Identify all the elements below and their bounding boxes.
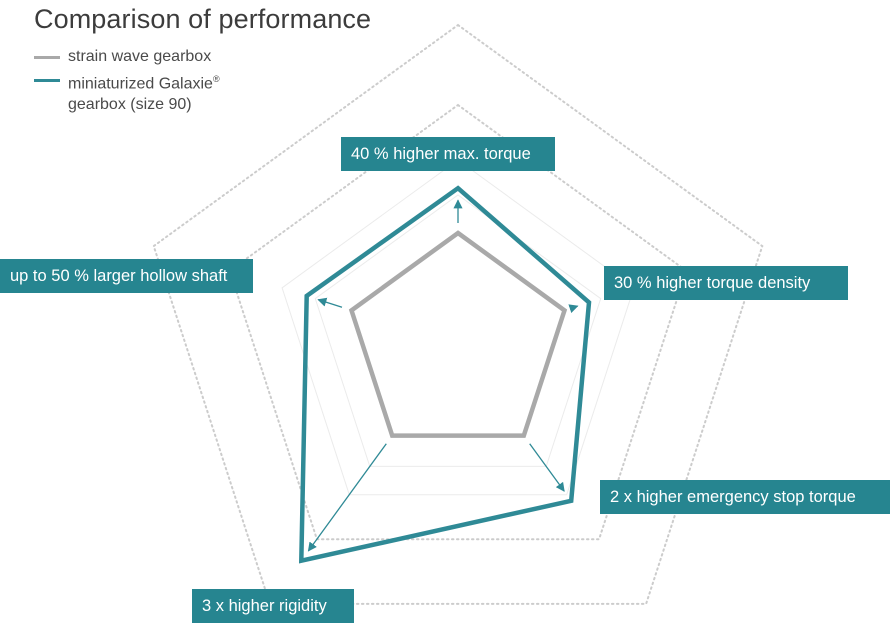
callout-torque-density: 30 % higher torque density <box>604 266 848 300</box>
legend-swatch-strain-wave <box>34 56 60 59</box>
legend-label-galaxie-line2: gearbox (size 90) <box>68 96 192 114</box>
chart-title: Comparison of performance <box>34 4 372 34</box>
legend-label-galaxie-line1: miniaturized Galaxie® <box>68 74 220 93</box>
legend-label-strain-wave: strain wave gearbox <box>68 48 212 65</box>
arrow-emergency-stop-torque <box>529 443 565 492</box>
legend-item-strain-wave: strain wave gearbox <box>34 46 220 67</box>
callout-rigidity: 3 x higher rigidity <box>192 589 354 623</box>
registered-mark: ® <box>212 74 220 84</box>
series-strain-wave-line <box>348 230 568 438</box>
grid-ring-2 <box>152 23 764 605</box>
legend-item-galaxie: miniaturized Galaxie® gearbox (size 90) <box>34 69 220 115</box>
callout-hollow-shaft: up to 50 % larger hollow shaft <box>0 259 253 293</box>
grid-band-1 <box>314 194 602 467</box>
legend-swatch-galaxie <box>34 79 60 82</box>
chart-legend: strain wave gearbox miniaturized Galaxie… <box>34 46 220 115</box>
grid-ring-1 <box>228 103 688 541</box>
arrow-hollow-shaft <box>317 297 343 308</box>
series-galaxie-line <box>298 185 592 564</box>
callout-max-torque: 40 % higher max. torque <box>341 137 555 171</box>
arrow-torque-density <box>568 304 579 314</box>
callout-emergency-stop-torque: 2 x higher emergency stop torque <box>600 480 890 514</box>
arrow-rigidity <box>307 443 387 552</box>
